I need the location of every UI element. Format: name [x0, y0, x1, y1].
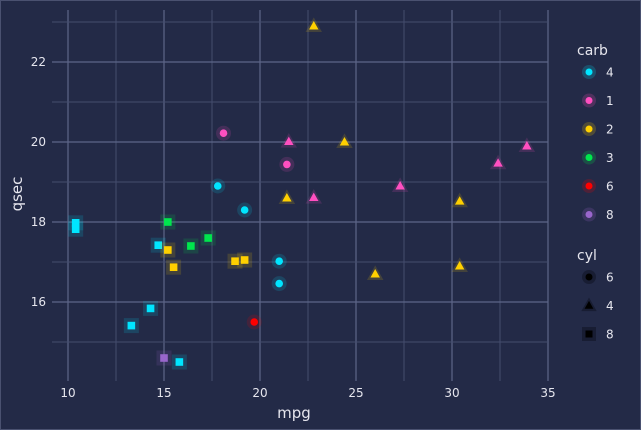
- y-axis-label: qsec: [8, 177, 26, 212]
- data-point: [522, 141, 532, 150]
- legend-label: 1: [606, 94, 614, 108]
- legend-marker-square: [585, 330, 593, 338]
- data-point: [339, 137, 350, 146]
- y-tick-label: 18: [31, 215, 46, 229]
- data-point: [240, 256, 249, 264]
- data-point: [71, 225, 80, 233]
- legend-marker-triangle: [584, 300, 594, 309]
- tick-labels: 10 15 20 25 30 35 16 18 20 22: [31, 55, 556, 400]
- legend-label: 8: [606, 328, 614, 342]
- legend-label: 4: [606, 299, 614, 313]
- data-point: [154, 241, 163, 249]
- data-point: [213, 182, 222, 190]
- data-point: [282, 193, 292, 202]
- y-tick-label: 22: [31, 55, 46, 69]
- data-point: [240, 206, 249, 214]
- legend-marker-circle: [585, 97, 593, 104]
- data-point: [283, 160, 291, 169]
- data-point: [275, 257, 284, 266]
- y-tick-label: 16: [31, 295, 46, 309]
- data-point: [146, 304, 155, 313]
- legend-marker-circle: [585, 154, 593, 161]
- data-point: [309, 21, 319, 30]
- x-tick-label: 10: [60, 386, 75, 400]
- legend-marker-circle: [585, 125, 593, 133]
- data-point: [219, 129, 228, 137]
- x-tick-label: 25: [348, 386, 363, 400]
- legend-marker-circle: [585, 273, 593, 281]
- points: [68, 17, 536, 370]
- data-point: [370, 269, 380, 278]
- legend-label: 3: [606, 151, 614, 165]
- data-point: [284, 136, 294, 146]
- data-point: [175, 358, 184, 366]
- data-point: [204, 234, 212, 242]
- legend-label: 2: [606, 123, 614, 137]
- legend-title: carb: [577, 43, 608, 59]
- data-point: [164, 246, 172, 254]
- data-point: [309, 192, 319, 202]
- x-axis-label: mpg: [277, 404, 311, 422]
- data-point: [127, 321, 136, 330]
- data-point: [187, 242, 195, 250]
- grid: [52, 10, 549, 381]
- legend-marker-circle: [585, 68, 593, 76]
- data-point: [454, 196, 465, 205]
- data-point: [454, 261, 465, 270]
- data-point: [275, 279, 284, 288]
- legend-label: 6: [606, 180, 614, 194]
- data-point: [250, 318, 259, 326]
- legend-label: 6: [606, 271, 614, 285]
- x-tick-label: 20: [252, 386, 267, 400]
- x-tick-label: 15: [156, 386, 171, 400]
- x-tick-label: 30: [444, 386, 459, 400]
- legend-label: 4: [606, 66, 614, 80]
- data-point: [231, 257, 239, 265]
- legend-label: 8: [606, 208, 614, 222]
- y-tick-label: 20: [31, 135, 46, 149]
- legend-title: cyl: [577, 248, 597, 264]
- x-tick-label: 35: [540, 386, 555, 400]
- data-point: [493, 158, 503, 167]
- legend-marker-circle: [585, 211, 593, 218]
- data-point: [164, 218, 172, 226]
- data-point: [169, 263, 178, 271]
- legend-marker-circle: [585, 182, 593, 190]
- data-point: [395, 181, 405, 190]
- data-point: [160, 354, 168, 362]
- data-point: [71, 219, 80, 227]
- legend: carb 4 1 2 3 6 8 cyl 6 4 8: [577, 43, 614, 342]
